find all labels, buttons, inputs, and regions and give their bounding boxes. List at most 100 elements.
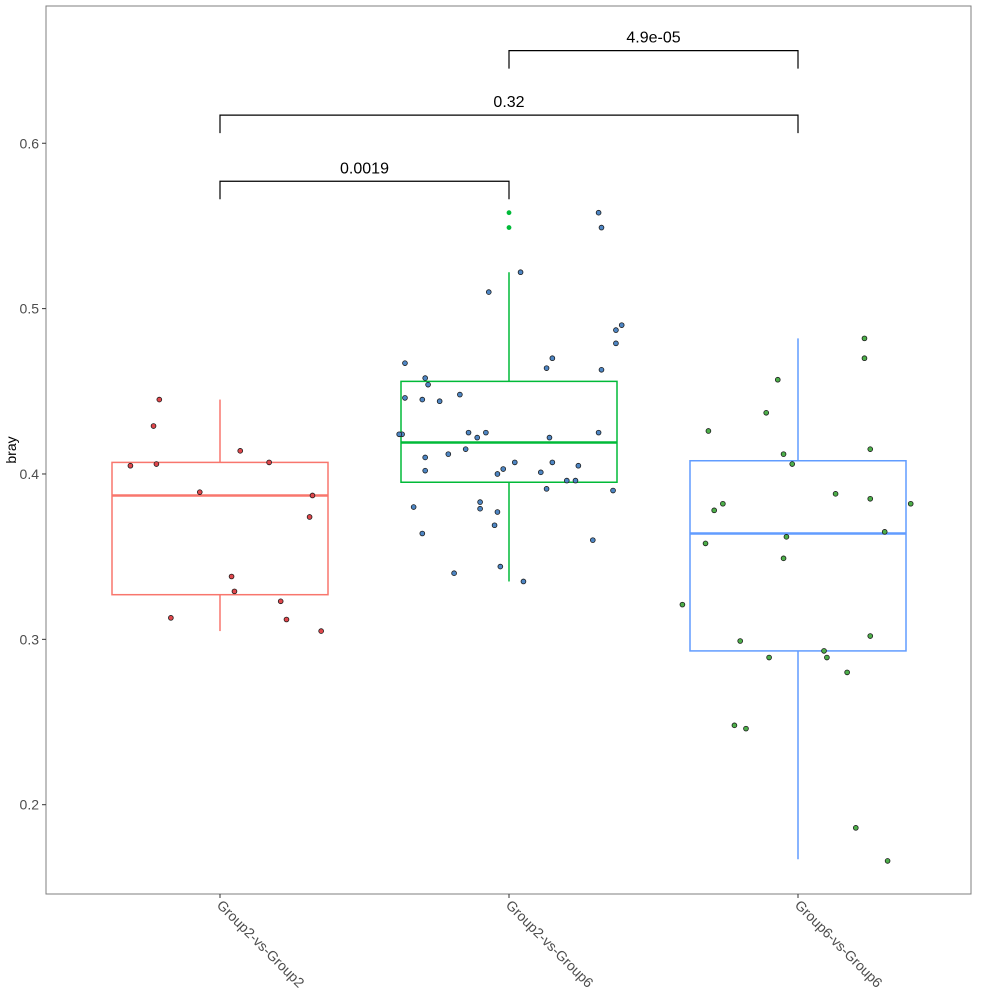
y-tick-label: 0.5 [20,301,40,317]
jitter-point [610,487,616,494]
jitter-point [572,477,579,484]
boxes [111,210,907,860]
jitter-point [451,570,457,576]
jitter-point [766,654,772,661]
jitter-point [720,500,726,507]
jitter-point [867,633,874,639]
jitter-point [474,434,481,441]
jitter-point [575,462,582,469]
jitter-point [422,467,428,474]
panel-background [45,5,972,895]
bracket-line [508,50,799,69]
jitter-point [780,451,787,457]
jitter-point [861,335,868,342]
jitter-point [231,588,238,595]
jitter-point [867,446,874,452]
jitter-point [494,509,501,515]
jitter-point [306,514,313,520]
jitter-point [613,340,619,347]
jitter-point [156,396,163,403]
jitter-point [543,486,550,492]
outlier-point [506,210,512,216]
jitter-point [618,322,625,328]
data-points [127,209,914,864]
jitter-point [743,725,749,732]
jitter-point [679,601,686,608]
x-tick-label: Group2-vs-Group2 [214,897,308,991]
comparison-bracket: 0.32 [219,94,799,134]
jitter-point [763,409,770,416]
outlier-point [506,225,512,230]
jitter-point [462,446,469,452]
box-Group6-vs-Group6 [689,338,907,860]
jitter-point [402,395,408,401]
y-axis: 0.2 0.3 0.4 0.5 0.6 [20,135,46,813]
box-Group2-vs-Group6 [400,210,618,582]
jitter-point [598,366,605,373]
jitter-point [483,429,489,436]
jitter-point [598,224,605,231]
jitter-point [266,459,272,466]
jitter-point [549,355,556,362]
box-Group2-vs-Group2 [111,399,329,632]
jitter-point [283,616,290,623]
jitter-point [228,573,235,580]
jitter-point [511,459,518,466]
y-tick-label: 0.3 [20,631,40,647]
jitter-point [410,504,417,510]
box-iqr [689,459,907,652]
jitter-point [425,381,431,388]
jitter-point [613,327,619,333]
jitter-point [127,462,134,469]
comparison-bracket: 0.0019 [219,160,510,200]
jitter-point [477,499,483,505]
jitter-point [590,537,596,543]
jitter-point [318,628,324,634]
jitter-point [465,429,472,436]
comparison-brackets: 0.0019 0.32 4.9e-05 [219,30,799,200]
jitter-point [789,461,796,467]
x-tick-label: Group2-vs-Group6 [503,897,597,991]
y-axis-title: bray [3,436,19,463]
jitter-point [546,434,553,441]
y-tick-label: 0.6 [20,135,40,151]
bracket-line [219,114,799,134]
jitter-point [520,578,527,585]
jitter-point [780,555,787,562]
jitter-point [277,598,284,605]
jitter-point [881,529,888,535]
x-tick-label: Group6-vs-Group6 [792,897,886,991]
jitter-point [436,398,443,405]
jitter-point [485,289,492,295]
comparison-bracket: 4.9e-05 [508,30,799,69]
jitter-point [832,491,839,497]
jitter-point [595,209,602,216]
jitter-point [549,459,556,466]
p-value-label: 0.32 [493,94,524,111]
jitter-point [457,391,463,398]
jitter-point [711,507,717,514]
jitter-point [702,540,709,547]
jitter-point [500,466,507,472]
jitter-point [309,492,316,499]
jitter-point [537,469,544,476]
jitter-point [422,454,428,461]
jitter-point [844,669,850,676]
jitter-point [884,858,891,864]
jitter-point [422,375,428,381]
p-value-label: 0.0019 [340,160,389,177]
jitter-point [402,360,408,366]
jitter-point [861,355,868,362]
jitter-point [705,428,712,434]
y-tick-label: 0.2 [20,797,40,813]
jitter-point [497,563,504,570]
jitter-point [477,505,483,512]
jitter-point [852,825,859,831]
jitter-point [737,638,743,644]
jitter-point [595,429,602,436]
jitter-point [731,722,738,729]
x-axis: Group2-vs-Group2 Group2-vs-Group6 Group6-v… [214,894,886,991]
jitter-point [196,489,203,495]
jitter-point [419,530,426,537]
